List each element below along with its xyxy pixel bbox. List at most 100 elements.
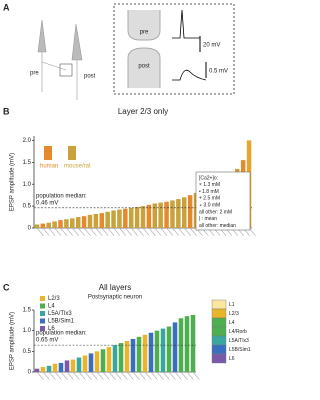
x-tick-stub bbox=[130, 227, 138, 236]
bar bbox=[166, 326, 172, 372]
panel-label: B bbox=[3, 106, 10, 116]
bar bbox=[190, 314, 196, 372]
note: ∘ 3.0 mM bbox=[199, 203, 220, 209]
neurons bbox=[37, 19, 83, 100]
bar bbox=[75, 217, 81, 228]
x-tick-stub bbox=[148, 227, 156, 236]
x-tick-stub bbox=[132, 371, 140, 380]
bar bbox=[134, 206, 140, 228]
pre-terminal bbox=[127, 10, 161, 41]
x-tick-stub bbox=[150, 371, 158, 380]
x-tick-stub bbox=[107, 227, 115, 236]
x-tick-stub bbox=[119, 227, 127, 236]
bar bbox=[160, 328, 166, 372]
x-tick-stub bbox=[136, 227, 144, 236]
x-tick-stub bbox=[144, 371, 152, 380]
x-tick-stub bbox=[126, 371, 134, 380]
x-tick-stub bbox=[172, 227, 180, 236]
panel-label: C bbox=[3, 282, 10, 292]
x-tick-stub bbox=[54, 227, 62, 236]
bar bbox=[184, 316, 190, 372]
bar bbox=[46, 222, 51, 228]
bar bbox=[70, 359, 76, 372]
note: [Ca2+]o: bbox=[199, 175, 218, 181]
bar bbox=[128, 207, 134, 228]
legend-swatch bbox=[40, 296, 45, 301]
bar bbox=[170, 200, 175, 228]
bar bbox=[118, 343, 124, 372]
x-tick-stub bbox=[186, 371, 194, 380]
bar bbox=[100, 349, 106, 372]
x-tick-stub bbox=[184, 227, 191, 236]
x-tick-stub bbox=[180, 371, 188, 380]
note-box bbox=[195, 171, 251, 231]
legend-label: human bbox=[40, 164, 58, 170]
x-tick-stub bbox=[114, 371, 122, 380]
bar bbox=[40, 223, 46, 228]
bar bbox=[152, 203, 158, 228]
legend-label: L5B/Sim1 bbox=[48, 319, 75, 325]
ap-trace bbox=[172, 9, 200, 39]
bar bbox=[158, 202, 163, 228]
x-tick-stub bbox=[42, 371, 50, 380]
bar bbox=[64, 219, 69, 228]
legend-swatch bbox=[40, 326, 45, 331]
x-tick-stub bbox=[174, 371, 182, 380]
note: × 1.3 mM bbox=[199, 182, 220, 188]
bar bbox=[182, 197, 187, 228]
bar bbox=[64, 360, 70, 372]
y-axis-label: EPSP amplitude (mV) bbox=[10, 153, 16, 211]
bar bbox=[142, 334, 148, 372]
layer-band bbox=[211, 299, 227, 310]
legend-label: L5A/Tlx3 bbox=[48, 311, 72, 317]
figure: A pre post pre post 20 mV 0.5 mV B Layer … bbox=[3, 2, 256, 380]
layer-band bbox=[211, 308, 227, 319]
note: • 1.8 mM bbox=[199, 189, 219, 195]
bar bbox=[123, 208, 128, 228]
x-tick-stub bbox=[72, 227, 79, 236]
x-tick-stub bbox=[48, 371, 56, 380]
x-tick-stub bbox=[178, 227, 186, 236]
legend-swatch bbox=[40, 318, 45, 324]
x-tick-stub bbox=[192, 371, 200, 380]
layer-label: L5A/Tlx3 bbox=[229, 338, 249, 344]
bar bbox=[40, 367, 46, 372]
x-tick-stub bbox=[125, 227, 132, 236]
x-tick-stub bbox=[96, 371, 104, 380]
bar bbox=[148, 332, 154, 372]
scale-post: 0.5 mV bbox=[209, 69, 228, 75]
x-tick-stub bbox=[95, 227, 103, 236]
bar bbox=[82, 355, 88, 372]
bar bbox=[106, 347, 112, 372]
x-tick-stub bbox=[90, 371, 98, 380]
pre-label: pre bbox=[30, 71, 39, 77]
x-tick-stub bbox=[60, 227, 68, 236]
note: all other: 2 mM bbox=[199, 209, 232, 215]
legend-swatch bbox=[68, 146, 76, 160]
layer-label: L6 bbox=[229, 356, 235, 362]
layer-label: L1 bbox=[229, 302, 235, 308]
bar bbox=[187, 195, 193, 228]
epsp-trace bbox=[172, 69, 207, 81]
x-tick-stub bbox=[83, 227, 91, 236]
x-tick-stub bbox=[154, 227, 162, 236]
legend-swatch bbox=[40, 311, 45, 316]
y-tick-label: 1.0 bbox=[23, 328, 32, 334]
chart-title: Layer 2/3 only bbox=[118, 107, 168, 116]
bar bbox=[81, 216, 87, 228]
x-tick-stub bbox=[60, 371, 68, 380]
median-text: population median: bbox=[36, 193, 87, 199]
x-tick-stub bbox=[89, 227, 97, 236]
y-axis-label: EPSP amplitude (mV) bbox=[10, 312, 16, 370]
bar bbox=[164, 201, 169, 228]
layer-label: L4/Rorb bbox=[229, 329, 247, 335]
x-tick-stub bbox=[48, 227, 56, 236]
y-tick-label: 0.5 bbox=[23, 349, 32, 355]
legend-swatch bbox=[44, 146, 52, 160]
x-tick-stub bbox=[108, 371, 116, 380]
chart-subtitle: Postsynaptic neuron bbox=[88, 295, 142, 301]
bar bbox=[76, 357, 82, 372]
legend-label: L6 bbox=[48, 326, 55, 332]
bar bbox=[112, 345, 118, 372]
x-tick-stub bbox=[113, 227, 121, 236]
